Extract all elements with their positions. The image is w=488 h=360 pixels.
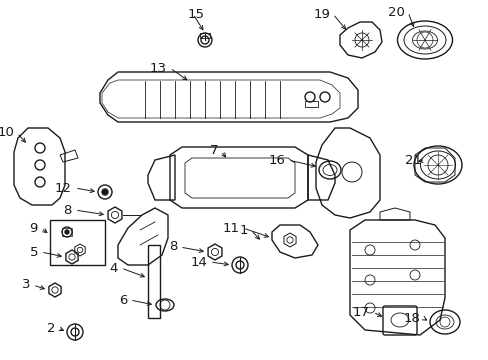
- Text: 6: 6: [119, 293, 127, 306]
- Circle shape: [65, 230, 69, 234]
- Text: 5: 5: [29, 246, 38, 258]
- Bar: [50, 220, 105, 265]
- Text: 19: 19: [312, 8, 329, 21]
- Text: 16: 16: [267, 153, 285, 166]
- Text: 11: 11: [223, 221, 240, 234]
- Text: 8: 8: [63, 203, 72, 216]
- Text: 14: 14: [190, 256, 206, 269]
- Text: 1: 1: [239, 224, 247, 237]
- Text: 21: 21: [404, 153, 421, 166]
- Text: 9: 9: [30, 221, 38, 234]
- Text: 2: 2: [46, 321, 55, 334]
- Text: 15: 15: [187, 8, 204, 21]
- Text: 3: 3: [21, 279, 30, 292]
- Text: 13: 13: [150, 62, 167, 75]
- Text: 8: 8: [168, 240, 177, 253]
- Text: 4: 4: [109, 261, 118, 274]
- Text: 7: 7: [209, 144, 218, 158]
- Text: 17: 17: [352, 306, 369, 319]
- Text: 20: 20: [387, 5, 404, 18]
- Text: 18: 18: [402, 311, 419, 324]
- Text: 10: 10: [0, 126, 14, 139]
- Text: 12: 12: [55, 181, 72, 194]
- Circle shape: [102, 189, 108, 195]
